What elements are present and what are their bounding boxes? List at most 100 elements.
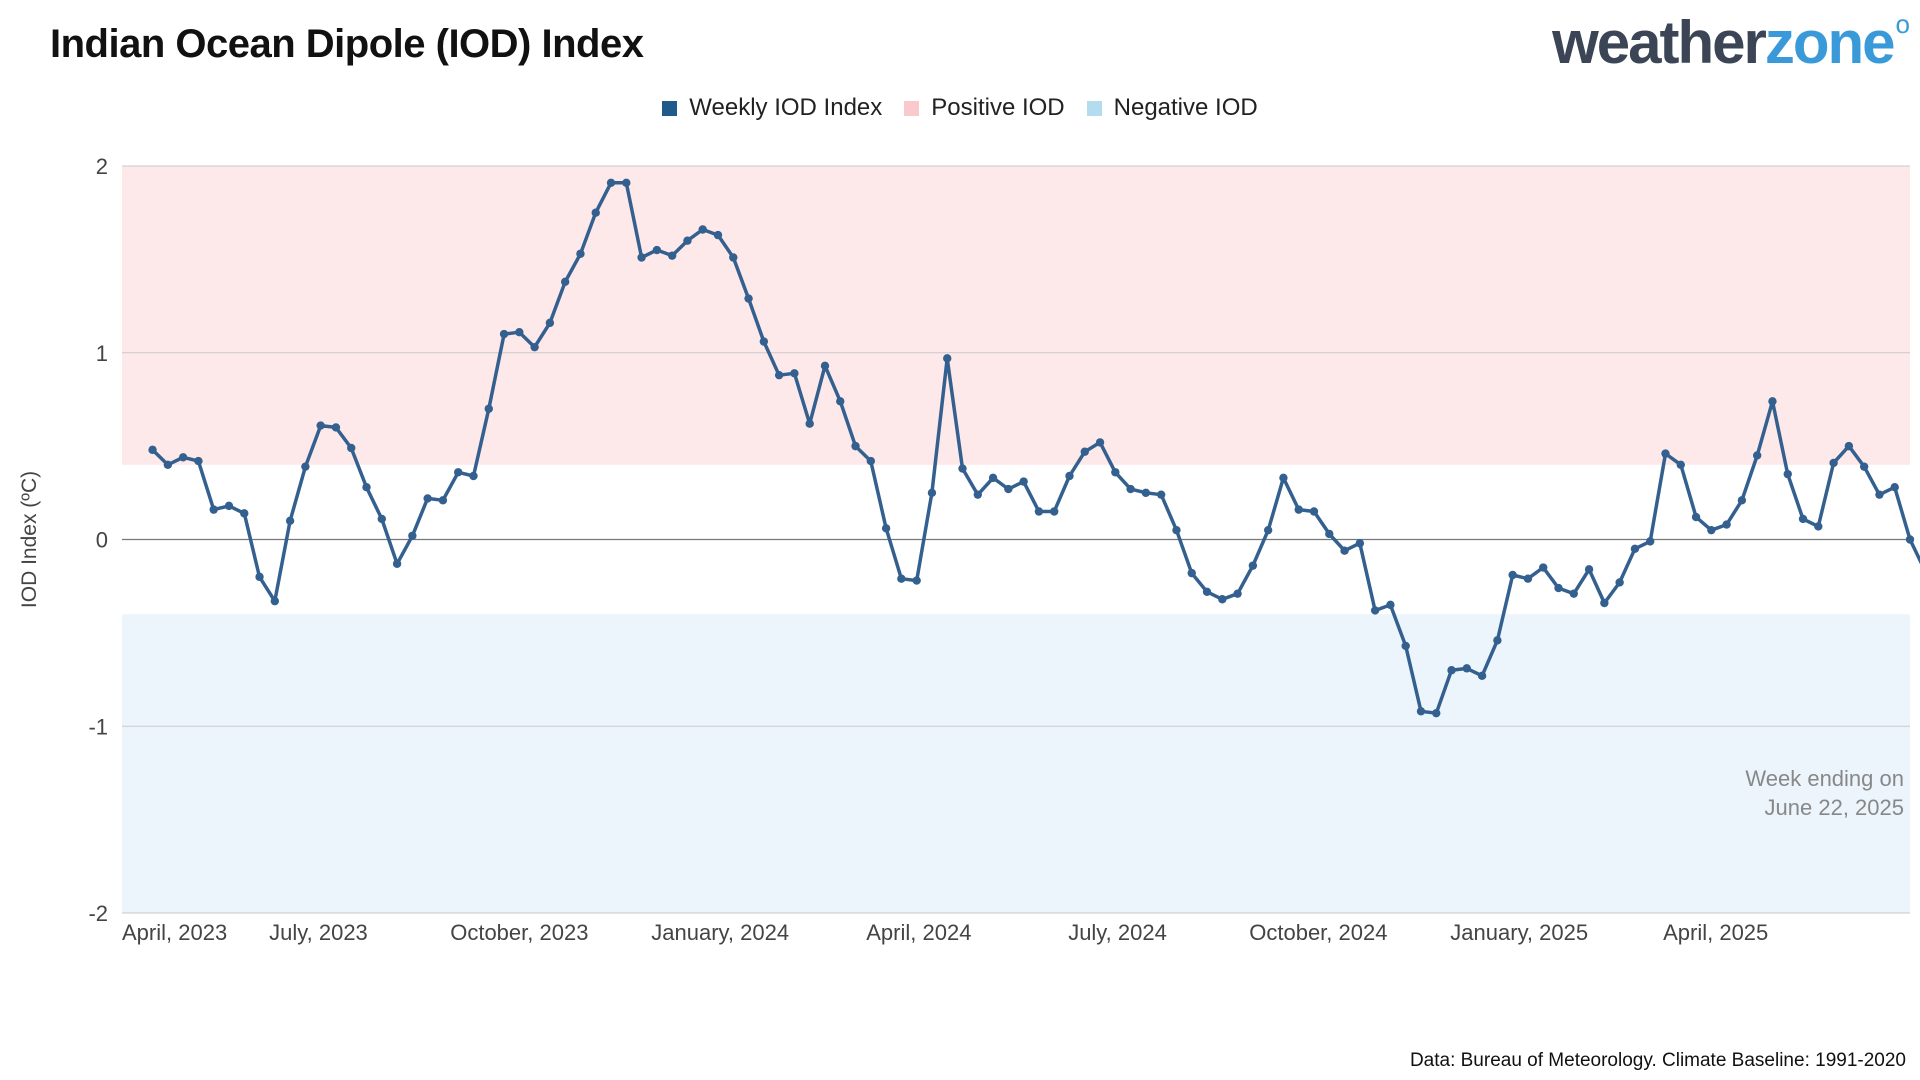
- data-point: [1202, 587, 1212, 596]
- data-point: [683, 236, 692, 245]
- band-positive-iod: [122, 166, 1910, 465]
- data-point: [499, 329, 509, 339]
- data-point: [1508, 570, 1517, 580]
- data-point: [1355, 539, 1365, 548]
- data-point: [408, 531, 417, 540]
- y-tick-label: 2: [96, 154, 108, 179]
- data-point: [1432, 708, 1441, 718]
- y-tick-label: 1: [96, 341, 108, 366]
- data-point: [347, 443, 356, 453]
- data-point: [163, 460, 173, 469]
- y-tick-label: 0: [96, 528, 108, 553]
- data-point: [545, 318, 555, 328]
- data-point: [1034, 507, 1044, 516]
- legend-item-negative[interactable]: Negative IOD: [1086, 94, 1258, 122]
- data-point: [1752, 451, 1762, 460]
- data-point: [576, 249, 585, 258]
- data-point: [1447, 666, 1456, 675]
- legend-item-positive[interactable]: Positive IOD: [904, 94, 1065, 122]
- data-point: [178, 453, 188, 462]
- legend-item-weekly[interactable]: Weekly IOD Index: [662, 94, 882, 122]
- data-point: [820, 361, 830, 371]
- data-point: [606, 178, 616, 188]
- data-point: [301, 462, 310, 471]
- data-point: [729, 253, 738, 262]
- data-point: [1798, 514, 1808, 524]
- data-point: [698, 225, 707, 234]
- data-point: [1309, 507, 1319, 516]
- data-point: [560, 277, 570, 286]
- data-point: [454, 468, 463, 477]
- legend-swatch-weekly: [662, 100, 678, 116]
- data-point: [1416, 707, 1426, 716]
- logo-text-weather: weather: [1552, 9, 1767, 76]
- data-point: [1615, 578, 1624, 587]
- data-point: [224, 501, 234, 511]
- data-point: [667, 251, 677, 260]
- data-point: [836, 397, 845, 406]
- data-point: [1004, 484, 1013, 494]
- data-point: [1523, 574, 1533, 583]
- data-point: [392, 559, 402, 568]
- legend-label-negative: Negative IOD: [1113, 94, 1258, 121]
- x-tick-label: October, 2023: [450, 920, 588, 945]
- data-point: [881, 524, 891, 533]
- data-point: [866, 456, 876, 466]
- data-point: [530, 342, 539, 352]
- data-point: [958, 464, 967, 473]
- data-point: [790, 369, 799, 378]
- data-point: [1737, 496, 1747, 505]
- data-point: [1600, 598, 1609, 608]
- data-point: [240, 509, 249, 518]
- data-point: [1783, 469, 1792, 479]
- data-point: [209, 505, 218, 514]
- data-point: [194, 456, 203, 466]
- data-point: [1554, 583, 1563, 593]
- data-source-note: Data: Bureau of Meteorology. Climate Bas…: [1409, 1050, 1906, 1071]
- band-negative-iod: [122, 614, 1910, 913]
- data-point: [1141, 488, 1151, 498]
- data-point: [1233, 589, 1242, 598]
- data-point: [1325, 529, 1334, 539]
- data-point: [1829, 458, 1838, 468]
- data-point: [1172, 525, 1181, 535]
- data-point: [759, 337, 769, 346]
- x-tick-label: July, 2023: [269, 920, 368, 945]
- data-point: [1340, 546, 1349, 555]
- data-point: [438, 496, 448, 505]
- data-point: [1691, 512, 1701, 522]
- data-point: [897, 574, 906, 583]
- weatherzone-logo[interactable]: weatherzoneo: [1552, 8, 1910, 77]
- data-point: [1386, 600, 1395, 610]
- data-point: [744, 294, 753, 303]
- data-point: [1707, 525, 1716, 535]
- chart-legend: Weekly IOD Index Positive IOD Negative I…: [0, 94, 1920, 122]
- data-point: [331, 423, 341, 432]
- data-point: [1263, 525, 1273, 535]
- data-point: [1493, 636, 1502, 645]
- x-tick-label: April, 2025: [1663, 920, 1768, 945]
- data-point: [943, 354, 952, 363]
- data-point: [973, 490, 982, 499]
- logo-text-zone: zone: [1764, 9, 1896, 76]
- data-point: [591, 208, 600, 217]
- data-point: [1722, 520, 1731, 529]
- data-point: [1477, 671, 1487, 681]
- data-point: [469, 471, 478, 481]
- data-point: [1462, 664, 1472, 673]
- data-point: [285, 516, 295, 526]
- data-point: [1875, 490, 1884, 499]
- y-tick-label: -2: [88, 901, 108, 926]
- data-point: [1019, 477, 1028, 486]
- x-tick-label: January, 2025: [1450, 920, 1588, 945]
- data-point: [148, 445, 157, 455]
- data-point: [774, 370, 784, 380]
- data-point: [1095, 438, 1105, 447]
- data-point: [1539, 563, 1548, 572]
- data-point: [713, 230, 723, 240]
- data-point: [652, 245, 662, 255]
- data-point: [1676, 460, 1685, 469]
- data-point: [622, 178, 631, 188]
- data-point: [1126, 484, 1135, 494]
